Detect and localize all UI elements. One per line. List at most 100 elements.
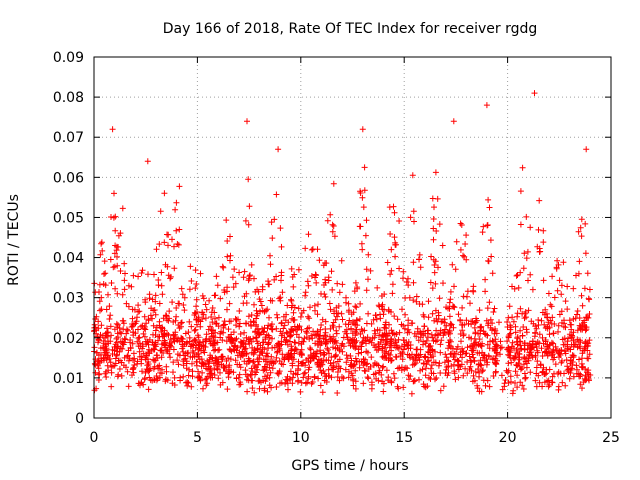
data-point [427, 365, 434, 372]
data-point [443, 304, 450, 311]
data-point [580, 379, 587, 386]
data-point [541, 349, 548, 356]
data-point [497, 345, 504, 352]
data-point [379, 331, 386, 338]
data-point [401, 325, 408, 332]
data-point [425, 298, 432, 305]
data-point [558, 308, 565, 315]
data-point [466, 353, 473, 360]
data-point [558, 291, 565, 298]
data-point [361, 367, 368, 374]
data-point [286, 333, 293, 340]
data-point [581, 285, 588, 292]
data-point [405, 275, 411, 282]
data-point [273, 311, 280, 318]
data-point [96, 370, 103, 377]
data-point [325, 366, 332, 373]
data-point [191, 327, 198, 334]
data-point [154, 375, 161, 382]
data-point [478, 362, 485, 369]
data-point [108, 383, 115, 390]
y-tick-label: 0.08 [53, 90, 84, 106]
data-point [225, 370, 232, 377]
data-point [363, 348, 370, 355]
data-point [226, 300, 233, 307]
data-point [443, 354, 450, 361]
data-point [582, 220, 589, 227]
data-point [422, 372, 429, 379]
data-point [288, 265, 295, 272]
data-point [98, 357, 105, 364]
x-tick-labels: 0 5 10 15 20 25 [90, 430, 620, 446]
data-point [504, 338, 511, 345]
data-point [301, 370, 308, 377]
data-point [118, 372, 125, 379]
data-point [330, 180, 337, 187]
data-point [356, 223, 363, 230]
data-point [347, 353, 354, 359]
data-point [327, 325, 334, 332]
data-point [142, 356, 149, 363]
data-point [305, 359, 312, 366]
data-point [202, 315, 209, 322]
data-point [137, 380, 143, 387]
data-point [514, 341, 521, 348]
data-point [302, 369, 309, 376]
data-point [470, 288, 477, 295]
data-point [267, 252, 273, 259]
data-point [559, 379, 566, 386]
data-point [432, 280, 439, 287]
data-point [391, 209, 398, 216]
data-point [143, 320, 150, 327]
data-point [199, 309, 206, 316]
data-point [447, 288, 454, 295]
data-point [208, 370, 215, 377]
data-point [402, 295, 409, 301]
data-point [311, 331, 318, 338]
y-tick-label: 0.07 [53, 130, 84, 146]
data-point [400, 337, 407, 344]
data-point [273, 273, 280, 280]
data-point [171, 243, 177, 250]
data-point [257, 342, 264, 349]
data-point [183, 360, 190, 367]
data-point [331, 233, 338, 240]
data-point [303, 328, 310, 335]
data-point [213, 273, 220, 280]
data-point [269, 365, 276, 372]
data-point [185, 372, 192, 379]
data-point [313, 272, 320, 279]
data-point [206, 335, 213, 342]
data-point [460, 293, 467, 300]
data-point [387, 271, 394, 278]
data-point [250, 358, 257, 365]
data-point [498, 372, 505, 379]
data-point [465, 320, 472, 327]
data-point [538, 317, 545, 324]
data-point [119, 205, 126, 212]
data-point [158, 282, 165, 289]
data-point [439, 242, 446, 249]
data-point [171, 338, 178, 345]
data-point [104, 325, 110, 332]
data-point [189, 368, 196, 375]
data-point [362, 232, 369, 239]
data-point [400, 384, 407, 391]
data-point [236, 308, 243, 314]
data-point [149, 339, 156, 346]
data-point [508, 359, 515, 366]
data-point [127, 337, 134, 343]
data-point [170, 346, 177, 353]
data-point [485, 196, 492, 203]
data-point [521, 370, 528, 377]
data-point [575, 270, 582, 277]
data-point [172, 317, 179, 324]
data-point [514, 362, 520, 369]
data-point [184, 339, 191, 346]
data-point [202, 361, 209, 368]
data-point [179, 291, 186, 298]
data-point [432, 169, 439, 176]
data-point [464, 359, 471, 365]
data-point [407, 214, 414, 221]
data-point [329, 286, 336, 293]
